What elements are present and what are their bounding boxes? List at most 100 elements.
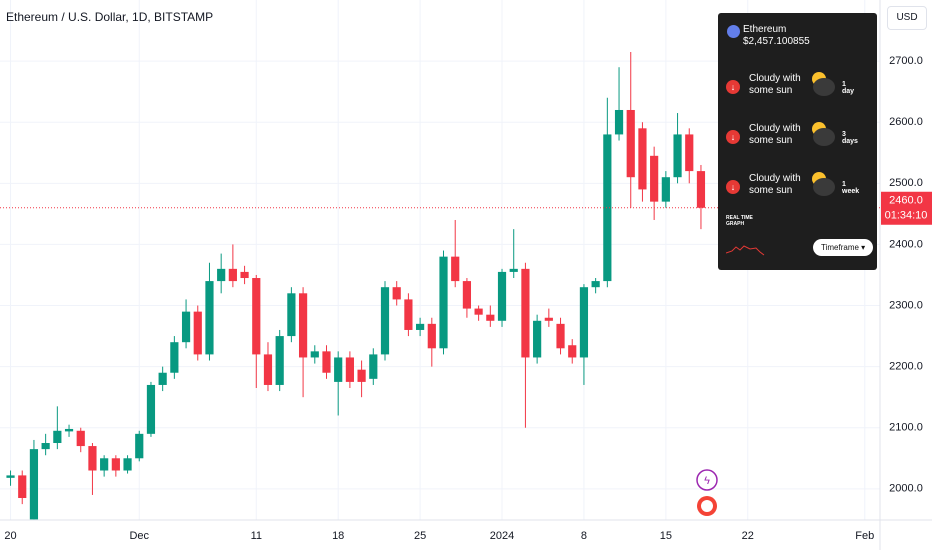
candle-body bbox=[170, 342, 179, 373]
last-price-label: 2460.0 bbox=[889, 195, 923, 207]
timeframe-button[interactable]: Timeframe ▾ bbox=[813, 239, 874, 256]
x-tick-label: 11 bbox=[251, 530, 262, 542]
forecast-text: Cloudy with some sun bbox=[749, 173, 801, 196]
candle-body bbox=[614, 109, 624, 135]
candle-body bbox=[18, 475, 27, 499]
timeframe-label: Timeframe bbox=[821, 243, 859, 252]
candle-body bbox=[462, 281, 472, 309]
candle-body bbox=[205, 281, 214, 355]
candle-body bbox=[568, 345, 577, 358]
candle-body bbox=[533, 320, 542, 358]
weather-icon bbox=[810, 171, 836, 200]
candle-body bbox=[579, 287, 589, 358]
x-tick-label: Feb bbox=[855, 530, 874, 542]
candle-body bbox=[427, 323, 436, 349]
candle-body bbox=[474, 308, 483, 315]
candle-body bbox=[404, 299, 413, 330]
candle-body bbox=[100, 458, 109, 471]
candle-body bbox=[439, 256, 448, 349]
candle-body bbox=[357, 369, 366, 382]
last-price-box bbox=[881, 191, 932, 225]
candle-body bbox=[626, 109, 635, 178]
candle-body bbox=[661, 177, 670, 202]
candle-body bbox=[53, 430, 62, 444]
y-tick-label: 2000.0 bbox=[889, 483, 923, 495]
candle-body bbox=[497, 271, 507, 321]
x-tick-label: Dec bbox=[129, 530, 149, 542]
forecast-text: Cloudy with some sun bbox=[749, 123, 801, 146]
candle-body bbox=[322, 351, 331, 373]
candle-body bbox=[193, 311, 202, 355]
y-tick-label: 2600.0 bbox=[889, 116, 923, 128]
x-tick-label: 18 bbox=[332, 530, 344, 542]
x-tick-label: 20 bbox=[4, 530, 16, 542]
event-icon-glyph: ϟ bbox=[704, 475, 710, 487]
y-tick-label: 2500.0 bbox=[889, 177, 923, 189]
candle-body bbox=[76, 430, 85, 447]
y-tick-label: 2100.0 bbox=[889, 422, 923, 434]
x-tick-label: 2024 bbox=[490, 530, 514, 542]
mini-graph bbox=[726, 245, 765, 256]
candle-body bbox=[310, 351, 319, 358]
candle-body bbox=[345, 357, 354, 382]
asset-price: $2,457.100855 bbox=[743, 36, 810, 47]
candle-body bbox=[521, 268, 530, 358]
candle-body bbox=[146, 384, 156, 434]
forecast-period: 1 week bbox=[842, 181, 860, 195]
candle-body bbox=[696, 171, 706, 208]
candle-body bbox=[6, 475, 15, 478]
forecast-widget: Ethereum $2,457.100855 ↓ Cloudy with some… bbox=[718, 13, 877, 270]
x-tick-label: 15 bbox=[660, 530, 672, 542]
candle-body bbox=[486, 314, 495, 321]
trend-arrow: ↓ bbox=[726, 80, 740, 94]
candle-body bbox=[240, 271, 249, 279]
candle-body bbox=[181, 311, 191, 343]
candle-body bbox=[416, 323, 425, 330]
candle-body bbox=[123, 458, 132, 471]
forecast-period: 3 days bbox=[842, 131, 858, 145]
candle-body bbox=[29, 449, 39, 520]
asset-name: Ethereum bbox=[743, 24, 787, 35]
candle-body bbox=[603, 134, 612, 282]
event-icon[interactable] bbox=[696, 469, 718, 491]
candle-body bbox=[135, 433, 144, 459]
y-tick-label: 2200.0 bbox=[889, 361, 923, 373]
candle-body bbox=[392, 287, 401, 300]
candle-body bbox=[673, 134, 682, 178]
candle-body bbox=[556, 323, 565, 349]
forecast-text: Cloudy with some sun bbox=[749, 73, 801, 96]
y-tick-label: 2300.0 bbox=[889, 299, 923, 311]
weather-icon bbox=[810, 71, 836, 100]
candle-body bbox=[228, 268, 237, 282]
y-tick-label: 2400.0 bbox=[889, 238, 923, 250]
candle-body bbox=[509, 268, 518, 272]
countdown: 01:34:10 bbox=[885, 210, 928, 222]
candle-body bbox=[263, 354, 273, 385]
weather-icon bbox=[810, 121, 836, 150]
candle-body bbox=[287, 293, 296, 337]
graph-label: REAL TIME GRAPH bbox=[726, 215, 753, 227]
candle-body bbox=[275, 336, 284, 385]
y-tick-label: 2700.0 bbox=[889, 55, 923, 67]
candle-body bbox=[217, 268, 226, 282]
event-icon-flag bbox=[701, 500, 713, 512]
chart-title: Ethereum / U.S. Dollar, 1D, BITSTAMP bbox=[6, 10, 213, 24]
candle-body bbox=[111, 458, 120, 471]
candle-body bbox=[334, 357, 343, 382]
candle-body bbox=[685, 134, 694, 172]
candle-body bbox=[544, 317, 553, 321]
candle-body bbox=[41, 443, 50, 450]
candle-body bbox=[451, 256, 460, 282]
x-tick-label: 22 bbox=[742, 530, 754, 542]
candle-body bbox=[88, 446, 97, 471]
trend-arrow: ↓ bbox=[726, 130, 740, 144]
candle-body bbox=[380, 287, 390, 355]
candle-body bbox=[252, 278, 261, 355]
currency-button[interactable]: USD bbox=[887, 6, 927, 30]
candle-body bbox=[591, 281, 600, 288]
candle-body bbox=[638, 128, 647, 190]
candle-body bbox=[650, 155, 659, 202]
candle-body bbox=[298, 293, 308, 358]
